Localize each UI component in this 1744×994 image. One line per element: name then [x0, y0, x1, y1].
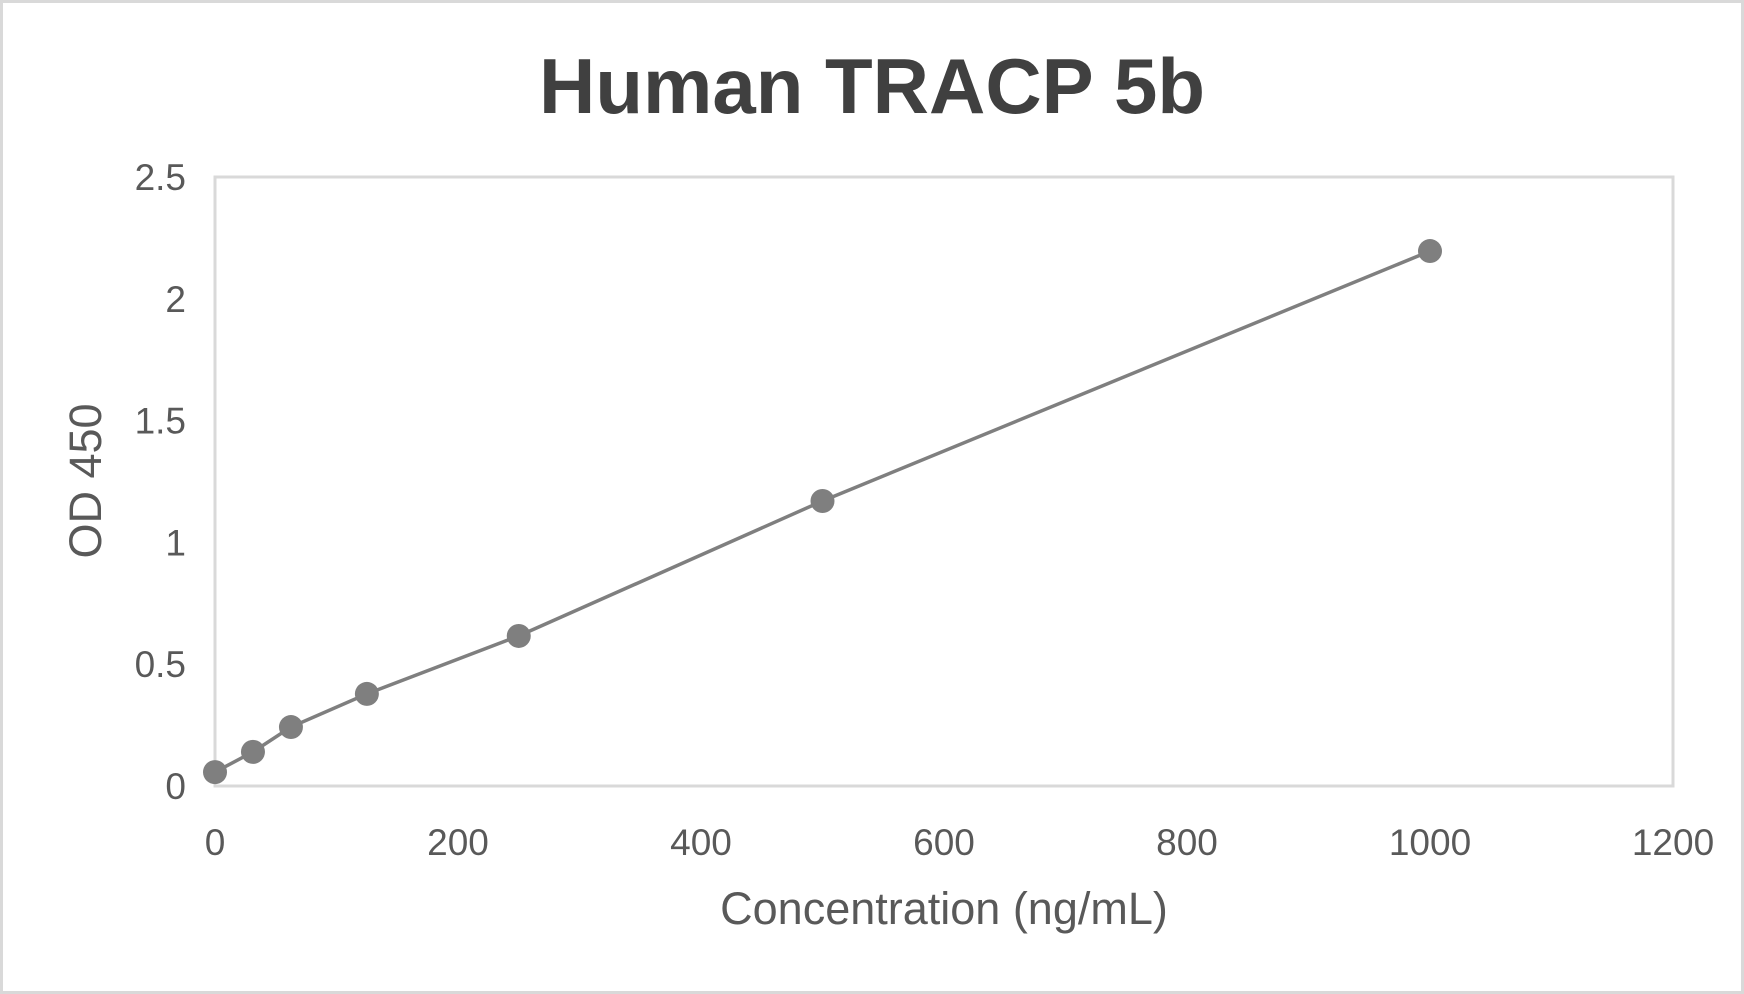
- x-tick-label: 800: [1156, 822, 1218, 863]
- data-point-marker: [203, 760, 227, 785]
- y-tick-label: 2.5: [135, 157, 186, 198]
- y-tick-label: 1: [165, 522, 186, 563]
- data-point-marker: [278, 715, 303, 740]
- y-tick-label: 0: [165, 766, 186, 807]
- y-axis-label: OD 450: [60, 403, 111, 558]
- chart-title: Human TRACP 5b: [539, 42, 1205, 130]
- y-tick-label: 0.5: [135, 644, 186, 685]
- x-axis-ticks: 0 200 400 600 800 1000 1200: [205, 822, 1714, 863]
- y-axis-ticks: 0 0.5 1 1.5 2 2.5: [135, 157, 186, 807]
- x-tick-label: 400: [670, 822, 732, 863]
- x-tick-label: 1200: [1632, 822, 1714, 863]
- data-point-marker: [354, 681, 379, 706]
- x-tick-label: 1000: [1389, 822, 1471, 863]
- plot-area: [213, 175, 1675, 788]
- x-tick-label: 600: [913, 822, 975, 863]
- data-point-marker: [810, 488, 835, 513]
- data-point-marker: [506, 623, 531, 648]
- x-tick-label: 0: [205, 822, 226, 863]
- series-layer: [203, 239, 1442, 785]
- x-tick-label: 200: [427, 822, 489, 863]
- data-point-marker: [240, 739, 265, 764]
- data-point-marker: [1418, 239, 1442, 264]
- y-tick-label: 1.5: [135, 401, 186, 442]
- x-axis-label: Concentration (ng/mL): [720, 883, 1168, 934]
- y-tick-label: 2: [165, 279, 186, 320]
